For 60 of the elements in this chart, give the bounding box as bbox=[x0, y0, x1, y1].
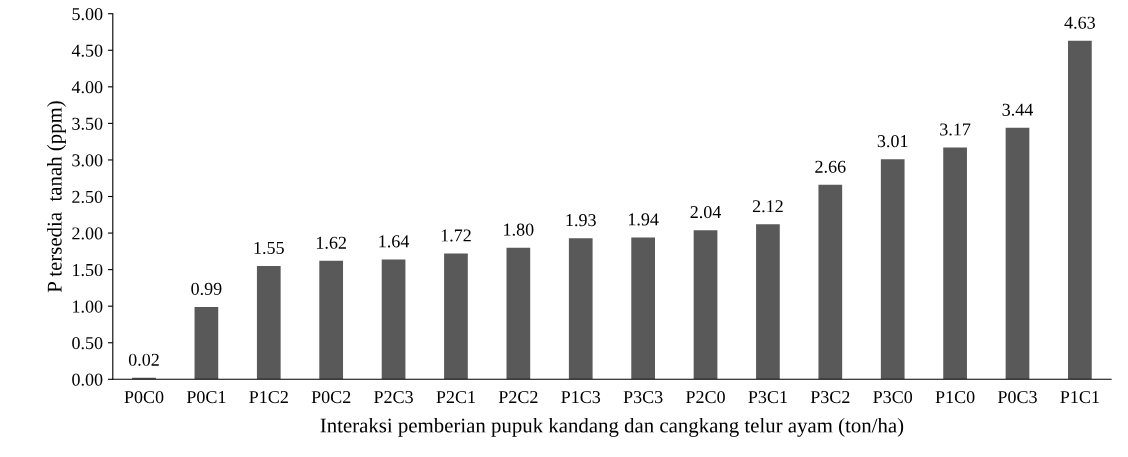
data-label: 1.94 bbox=[628, 213, 659, 226]
x-tick-label: P1C1 bbox=[1060, 390, 1099, 404]
y-tick-label: 1.50 bbox=[73, 263, 103, 277]
data-label: 0.99 bbox=[191, 282, 222, 295]
x-tick-label: P0C0 bbox=[124, 390, 164, 404]
data-label: 2.66 bbox=[815, 160, 846, 173]
bar bbox=[1005, 127, 1030, 380]
data-label: 3.17 bbox=[940, 123, 971, 136]
bar bbox=[818, 184, 843, 380]
data-label: 1.55 bbox=[254, 241, 284, 255]
data-label: 2.12 bbox=[752, 200, 783, 213]
data-label: 3.44 bbox=[1002, 103, 1034, 116]
x-tick-label: P0C2 bbox=[311, 390, 351, 404]
data-label: 3.01 bbox=[877, 135, 908, 148]
data-label: 1.62 bbox=[316, 236, 346, 249]
data-label: 4.63 bbox=[1064, 16, 1095, 29]
y-tick-label: 1.00 bbox=[73, 300, 103, 313]
x-tick-label: P1C0 bbox=[935, 390, 975, 404]
y-tick-label: 4.50 bbox=[71, 44, 103, 57]
bar bbox=[943, 147, 967, 380]
data-label: 0.02 bbox=[128, 353, 159, 366]
bar bbox=[631, 237, 655, 380]
x-tick-label: P1C2 bbox=[249, 390, 288, 404]
data-label: 1.72 bbox=[441, 229, 471, 242]
x-tick-label: P3C0 bbox=[873, 390, 913, 404]
y-tick-label: 3.50 bbox=[72, 117, 103, 130]
x-tick-label: P3C3 bbox=[623, 390, 663, 404]
y-tick-label: 5.00 bbox=[72, 7, 103, 21]
data-label: 1.93 bbox=[566, 214, 596, 227]
bar bbox=[693, 230, 718, 380]
x-axis-title: Interaksi pemberian pupuk kandang dan cangkang telur ayam (ton/ha) bbox=[320, 417, 904, 437]
x-tick-label: P0C1 bbox=[186, 390, 226, 404]
bar bbox=[756, 224, 780, 380]
data-label: 1.80 bbox=[504, 223, 534, 236]
bar bbox=[381, 259, 406, 380]
data-label: 1.64 bbox=[379, 235, 410, 248]
y-tick-label: 2.50 bbox=[72, 190, 103, 204]
y-tick-label: 2.00 bbox=[72, 227, 103, 240]
bar bbox=[256, 265, 281, 380]
x-tick-label: P3C2 bbox=[810, 390, 850, 404]
bar bbox=[880, 159, 905, 380]
x-tick-label: P0C3 bbox=[997, 390, 1037, 404]
y-axis-title: P tersedia tanah (ppm) bbox=[47, 101, 66, 293]
y-tick-label: 4.00 bbox=[71, 81, 103, 94]
bar bbox=[506, 247, 531, 380]
data-label: 2.04 bbox=[690, 205, 722, 219]
x-tick-label: P1C3 bbox=[561, 390, 601, 404]
y-tick-label: 0.00 bbox=[72, 373, 103, 386]
bar bbox=[1068, 40, 1092, 380]
bar bbox=[568, 238, 593, 380]
bar bbox=[444, 253, 468, 380]
x-tick-label: P2C2 bbox=[498, 390, 538, 404]
bar bbox=[194, 306, 219, 380]
bar bbox=[319, 260, 344, 380]
y-tick-label: 3.00 bbox=[72, 154, 103, 167]
y-tick-label: 0.50 bbox=[72, 337, 103, 350]
x-tick-label: P2C3 bbox=[374, 390, 413, 404]
x-tick-label: P2C1 bbox=[436, 390, 475, 404]
x-tick-label: P3C1 bbox=[748, 390, 787, 404]
x-tick-label: P2C0 bbox=[685, 390, 725, 404]
